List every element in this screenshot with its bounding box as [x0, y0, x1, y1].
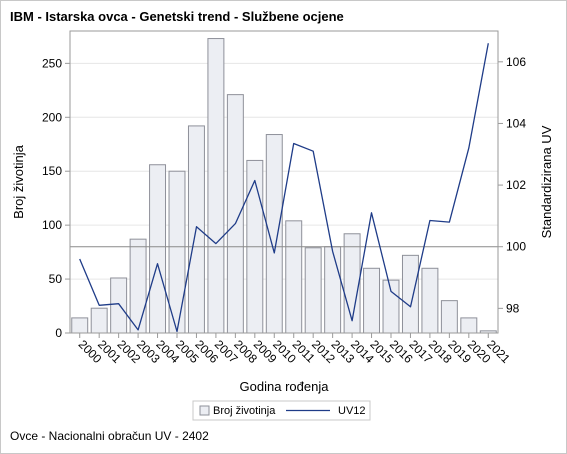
bar — [149, 164, 167, 334]
bar — [110, 277, 128, 334]
legend-box — [192, 400, 371, 421]
left-tick-label: 50 — [49, 272, 63, 286]
y-axis-label-left: Broj životinja — [11, 144, 26, 218]
bar — [304, 247, 322, 334]
x-axis-ticks: 2000200120022003200420052006200720082009… — [76, 333, 513, 366]
bar — [129, 238, 147, 334]
right-axis-ticks: 98 100 102 104 106 — [498, 55, 526, 315]
uv12-line — [79, 43, 489, 333]
plot-border — [69, 30, 499, 334]
left-tick-label: 250 — [42, 56, 62, 70]
bar — [90, 307, 108, 334]
y-axis-label-right: Standardizirana UV — [539, 125, 554, 238]
bar — [460, 317, 478, 334]
legend: Broj životinja UV12 — [192, 400, 371, 421]
bar — [207, 38, 225, 334]
left-tick-label: 150 — [42, 164, 62, 178]
left-axis-ticks: 0 50 100 150 200 250 — [42, 56, 70, 340]
right-tick-label: 100 — [506, 240, 526, 254]
x-axis-label: Godina rođenja — [240, 379, 330, 394]
bar — [363, 267, 381, 334]
bar — [226, 94, 244, 334]
right-tick-label: 98 — [506, 301, 520, 315]
right-tick-label: 104 — [506, 116, 526, 130]
bar — [421, 267, 439, 334]
bars — [71, 38, 497, 334]
bar — [401, 254, 419, 334]
bar — [168, 170, 186, 334]
right-tick-label: 102 — [506, 178, 526, 192]
left-tick-label: 200 — [42, 110, 62, 124]
bar — [285, 220, 303, 334]
right-tick-label: 106 — [506, 55, 526, 69]
legend-bar-swatch — [199, 405, 210, 416]
bar — [440, 300, 458, 334]
bar — [324, 246, 342, 334]
left-tick-label: 100 — [42, 218, 62, 232]
legend-line-label: UV12 — [338, 405, 366, 417]
legend-bar-label: Broj životinja — [213, 405, 276, 417]
uv12-line-layer — [79, 43, 489, 333]
left-tick-label: 0 — [55, 326, 62, 340]
chart-title: IBM - Istarska ovca - Genetski trend - S… — [10, 9, 344, 24]
footnote: Ovce - Nacionalni obračun UV - 2402 — [10, 429, 209, 443]
bar — [382, 279, 400, 334]
bar — [71, 317, 89, 334]
